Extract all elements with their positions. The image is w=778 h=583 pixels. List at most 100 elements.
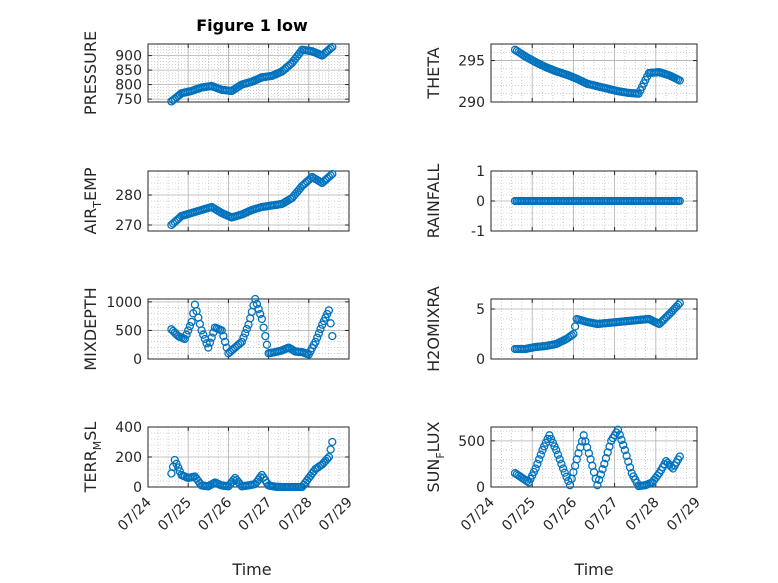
- data-point: [536, 450, 545, 459]
- data-point: [311, 337, 320, 347]
- data-point: [261, 331, 270, 341]
- data-point: [675, 298, 684, 308]
- data-point: [316, 324, 325, 334]
- y-tick-label: 295: [458, 54, 485, 70]
- data-point: [558, 464, 568, 473]
- data-point: [603, 448, 612, 457]
- data-point: [593, 481, 602, 490]
- x-tick-label: 07/26: [540, 494, 580, 534]
- y-tick-label: 1: [476, 164, 485, 180]
- y-axis-label-main: MIXDEPTH: [81, 287, 100, 370]
- axes-box: [490, 298, 698, 360]
- x-tick-label: 07/29: [316, 495, 356, 535]
- data-point: [598, 465, 607, 474]
- data-point: [534, 455, 544, 464]
- data-point: [605, 442, 614, 451]
- data-point: [219, 331, 228, 341]
- data-point: [239, 333, 248, 342]
- y-tick-label: 290: [458, 95, 485, 111]
- y-tick-label: 0: [133, 480, 142, 496]
- data-point: [314, 329, 324, 338]
- x-tick-label: 07/24: [458, 494, 498, 534]
- axes-box: [147, 43, 350, 103]
- y-axis-label-mixdepth: MIXDEPTH: [81, 287, 100, 370]
- data-point: [553, 450, 563, 459]
- y-axis-label-pressure: PRESSURE: [81, 31, 100, 115]
- data-point: [242, 324, 251, 334]
- subplot-sun_flux: 0 500 07/24 07/25 07/26 07/27 07/28 07/29 SUNFLU…: [424, 421, 704, 534]
- x-axis-label-right: Time: [573, 560, 613, 579]
- axes-box: [490, 43, 698, 103]
- data-point: [197, 326, 206, 335]
- data-point: [624, 457, 633, 466]
- data-point: [167, 469, 176, 478]
- x-tick-label: 07/25: [499, 495, 539, 535]
- y-tick-label: 750: [115, 92, 142, 108]
- data-point: [205, 338, 215, 347]
- y-axis-label-tail: SL: [81, 422, 100, 441]
- axes-box: [147, 298, 350, 360]
- subplot-h2omixra: 0 5 H2OMIXRA: [424, 286, 698, 372]
- y-tick-label: 800: [115, 78, 142, 94]
- y-axis-label-main: H2OMIXRA: [424, 286, 443, 372]
- y-axis-label-tail: LUX: [424, 421, 443, 452]
- data-point: [570, 322, 580, 331]
- data-point: [185, 321, 195, 331]
- subplot-rainfall: -1 0 1 RAINFALL: [424, 164, 698, 240]
- y-tick-label: 500: [115, 323, 142, 339]
- data-point: [569, 329, 578, 339]
- y-axis-label-main: THETA: [424, 47, 443, 99]
- y-axis-label-tail: EMP: [81, 167, 100, 201]
- data-point: [328, 169, 337, 179]
- data-point: [251, 294, 260, 304]
- y-tick-label: 0: [133, 352, 142, 368]
- data-point: [326, 319, 335, 328]
- data-point: [207, 333, 216, 342]
- data-point: [323, 454, 332, 464]
- data-point: [202, 339, 211, 348]
- axes-box: [147, 170, 350, 232]
- y-tick-label: 200: [115, 450, 142, 466]
- data-point: [675, 76, 684, 85]
- x-tick-label: 07/29: [664, 495, 704, 535]
- data-point: [184, 326, 193, 335]
- data-point: [180, 334, 189, 344]
- data-point: [199, 330, 208, 339]
- data-point: [531, 464, 540, 473]
- y-axis-label-subscript: M: [91, 441, 104, 451]
- x-tick-label: 07/25: [155, 495, 195, 535]
- data-point: [625, 463, 635, 472]
- data-point: [241, 329, 250, 338]
- y-tick-label: 0: [476, 352, 485, 368]
- data-point: [675, 452, 684, 461]
- y-axis-label-subscript: T: [91, 201, 104, 209]
- data-point: [204, 343, 213, 352]
- data-point: [229, 475, 238, 485]
- x-tick-label: 07/27: [582, 495, 622, 535]
- data-point: [256, 309, 265, 319]
- x-tick-label: 07/24: [115, 494, 155, 534]
- data-point: [675, 196, 684, 206]
- data-point: [262, 340, 272, 349]
- y-tick-label: 500: [458, 434, 485, 450]
- data-point: [313, 333, 322, 342]
- data-point: [254, 304, 263, 314]
- x-tick-label: 07/28: [276, 495, 316, 535]
- y-axis-label-sun_flux: SUNFLUX: [424, 421, 447, 492]
- y-axis-label-main: PRESSURE: [81, 31, 100, 115]
- data-point: [326, 44, 335, 53]
- y-tick-label: -1: [471, 224, 485, 240]
- y-axis-label-air_temp: AIRTEMP: [81, 167, 104, 234]
- y-tick-label: 900: [115, 49, 142, 65]
- x-tick-label: 07/28: [623, 495, 663, 535]
- y-tick-label: 850: [115, 63, 142, 79]
- y-axis-label-theta: THETA: [424, 47, 443, 99]
- y-tick-label: 5: [476, 302, 485, 318]
- data-point: [567, 331, 576, 340]
- data-point: [326, 171, 335, 180]
- data-point: [182, 330, 191, 339]
- data-point: [615, 430, 624, 439]
- data-point: [562, 472, 571, 481]
